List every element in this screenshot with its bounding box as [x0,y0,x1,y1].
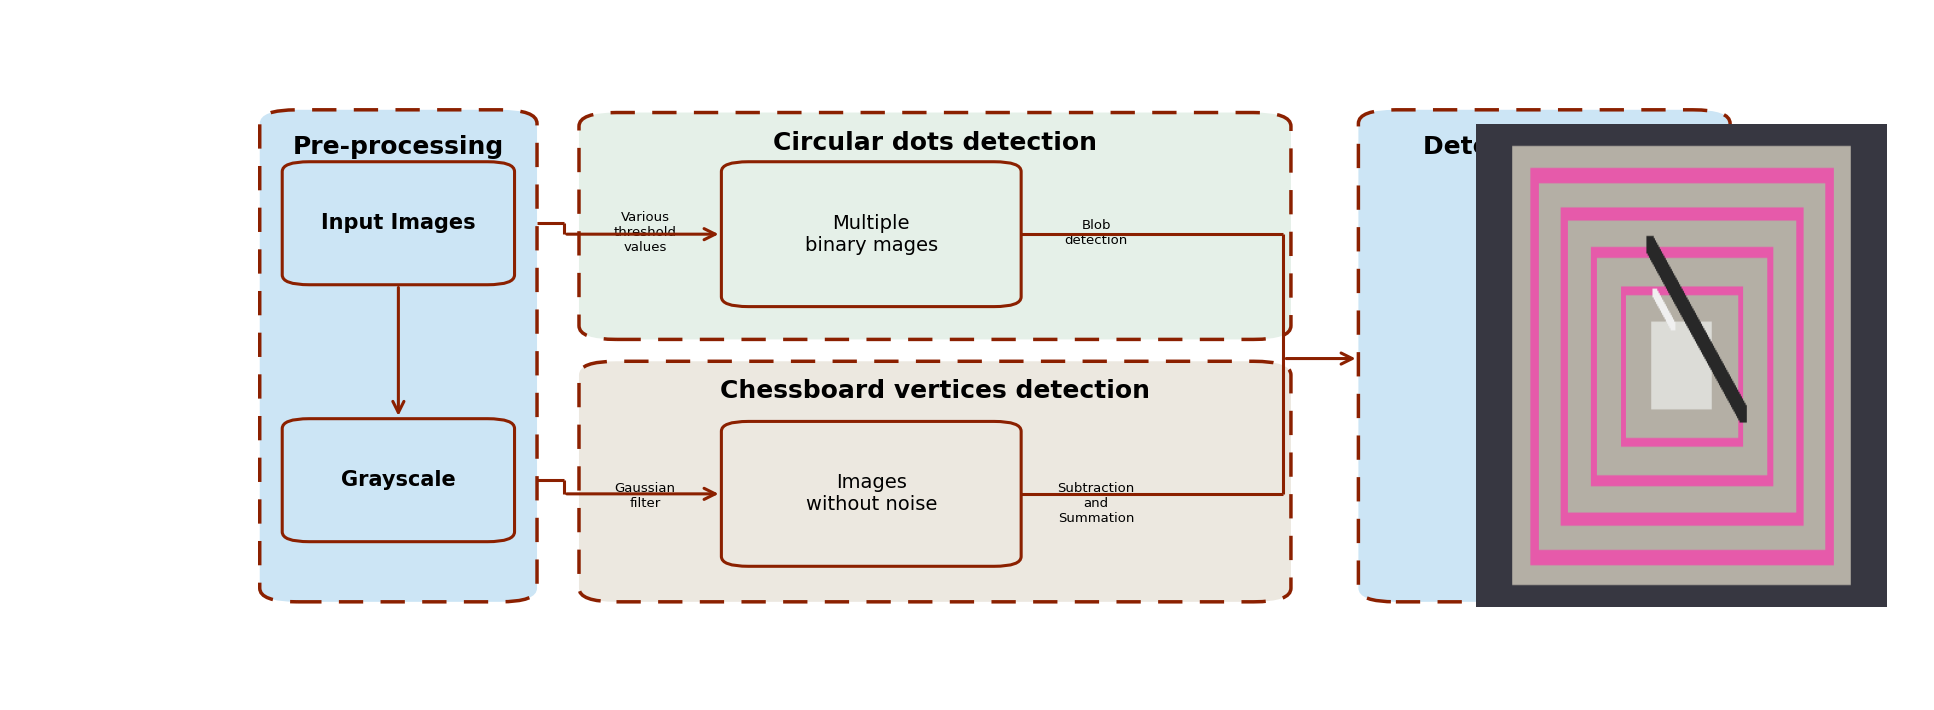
Text: Images
without noise: Images without noise [806,474,936,514]
FancyBboxPatch shape [282,419,514,542]
FancyBboxPatch shape [721,162,1021,307]
FancyBboxPatch shape [578,361,1292,602]
Text: Input Images: Input Images [321,213,476,234]
FancyBboxPatch shape [282,162,514,285]
Text: Various
threshold
values: Various threshold values [613,212,677,254]
Text: Detection results: Detection results [1423,135,1665,159]
Text: Pre-processing: Pre-processing [292,135,505,159]
Text: Circular dots detection: Circular dots detection [774,131,1097,155]
Text: Subtraction
and
Summation: Subtraction and Summation [1058,482,1135,525]
Text: Blob
detection: Blob detection [1064,219,1128,247]
Text: Gaussian
filter: Gaussian filter [615,482,675,510]
Text: Grayscale: Grayscale [340,470,456,490]
FancyBboxPatch shape [259,110,538,602]
FancyBboxPatch shape [578,113,1292,339]
Text: Chessboard vertices detection: Chessboard vertices detection [719,379,1151,403]
FancyBboxPatch shape [721,422,1021,567]
FancyBboxPatch shape [1358,110,1731,602]
Text: Multiple
binary mages: Multiple binary mages [805,214,938,255]
